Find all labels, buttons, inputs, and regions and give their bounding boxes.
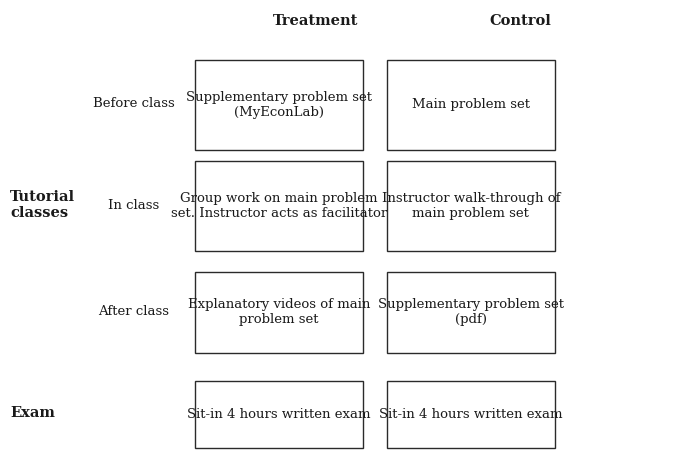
FancyBboxPatch shape [387, 60, 555, 150]
Text: Supplementary problem set
(MyEconLab): Supplementary problem set (MyEconLab) [186, 91, 372, 119]
Text: Treatment: Treatment [273, 14, 358, 28]
FancyBboxPatch shape [195, 161, 363, 251]
Text: Sit-in 4 hours written exam: Sit-in 4 hours written exam [188, 408, 371, 421]
Text: After class: After class [98, 305, 169, 318]
Text: Control: Control [490, 14, 551, 28]
FancyBboxPatch shape [195, 60, 363, 150]
FancyBboxPatch shape [387, 381, 555, 448]
Text: Explanatory videos of main
problem set: Explanatory videos of main problem set [188, 298, 371, 326]
Text: In class: In class [108, 199, 159, 212]
Text: Tutorial
classes: Tutorial classes [10, 190, 75, 220]
FancyBboxPatch shape [387, 161, 555, 251]
FancyBboxPatch shape [195, 272, 363, 353]
FancyBboxPatch shape [387, 272, 555, 353]
Text: Supplementary problem set
(pdf): Supplementary problem set (pdf) [378, 298, 564, 326]
Text: Before class: Before class [92, 97, 175, 110]
Text: Exam: Exam [10, 406, 55, 420]
Text: Sit-in 4 hours written exam: Sit-in 4 hours written exam [379, 408, 562, 421]
Text: Group work on main problem
set. Instructor acts as facilitator: Group work on main problem set. Instruct… [171, 192, 387, 220]
Text: Main problem set: Main problem set [412, 98, 530, 112]
FancyBboxPatch shape [195, 381, 363, 448]
Text: Instructor walk-through of
main problem set: Instructor walk-through of main problem … [382, 192, 560, 220]
